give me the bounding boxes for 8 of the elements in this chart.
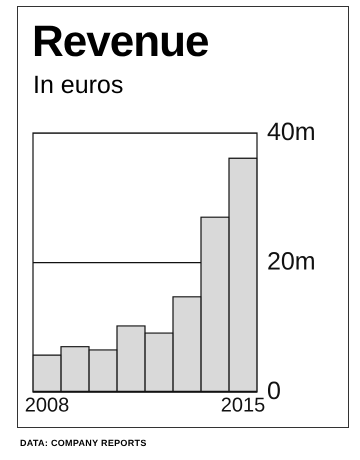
y-tick-label: 40m <box>267 118 316 146</box>
y-tick-label: 0 <box>267 376 281 405</box>
x-tick-label: 2015 <box>220 394 266 417</box>
text: DATA: COMPANY REPORTS <box>20 438 147 448</box>
y-tick-label: 20m <box>267 247 316 276</box>
chart-subtitle: In euros <box>33 70 124 100</box>
chart-title: Revenue <box>32 17 208 66</box>
x-tick-label: 2008 <box>24 394 70 417</box>
